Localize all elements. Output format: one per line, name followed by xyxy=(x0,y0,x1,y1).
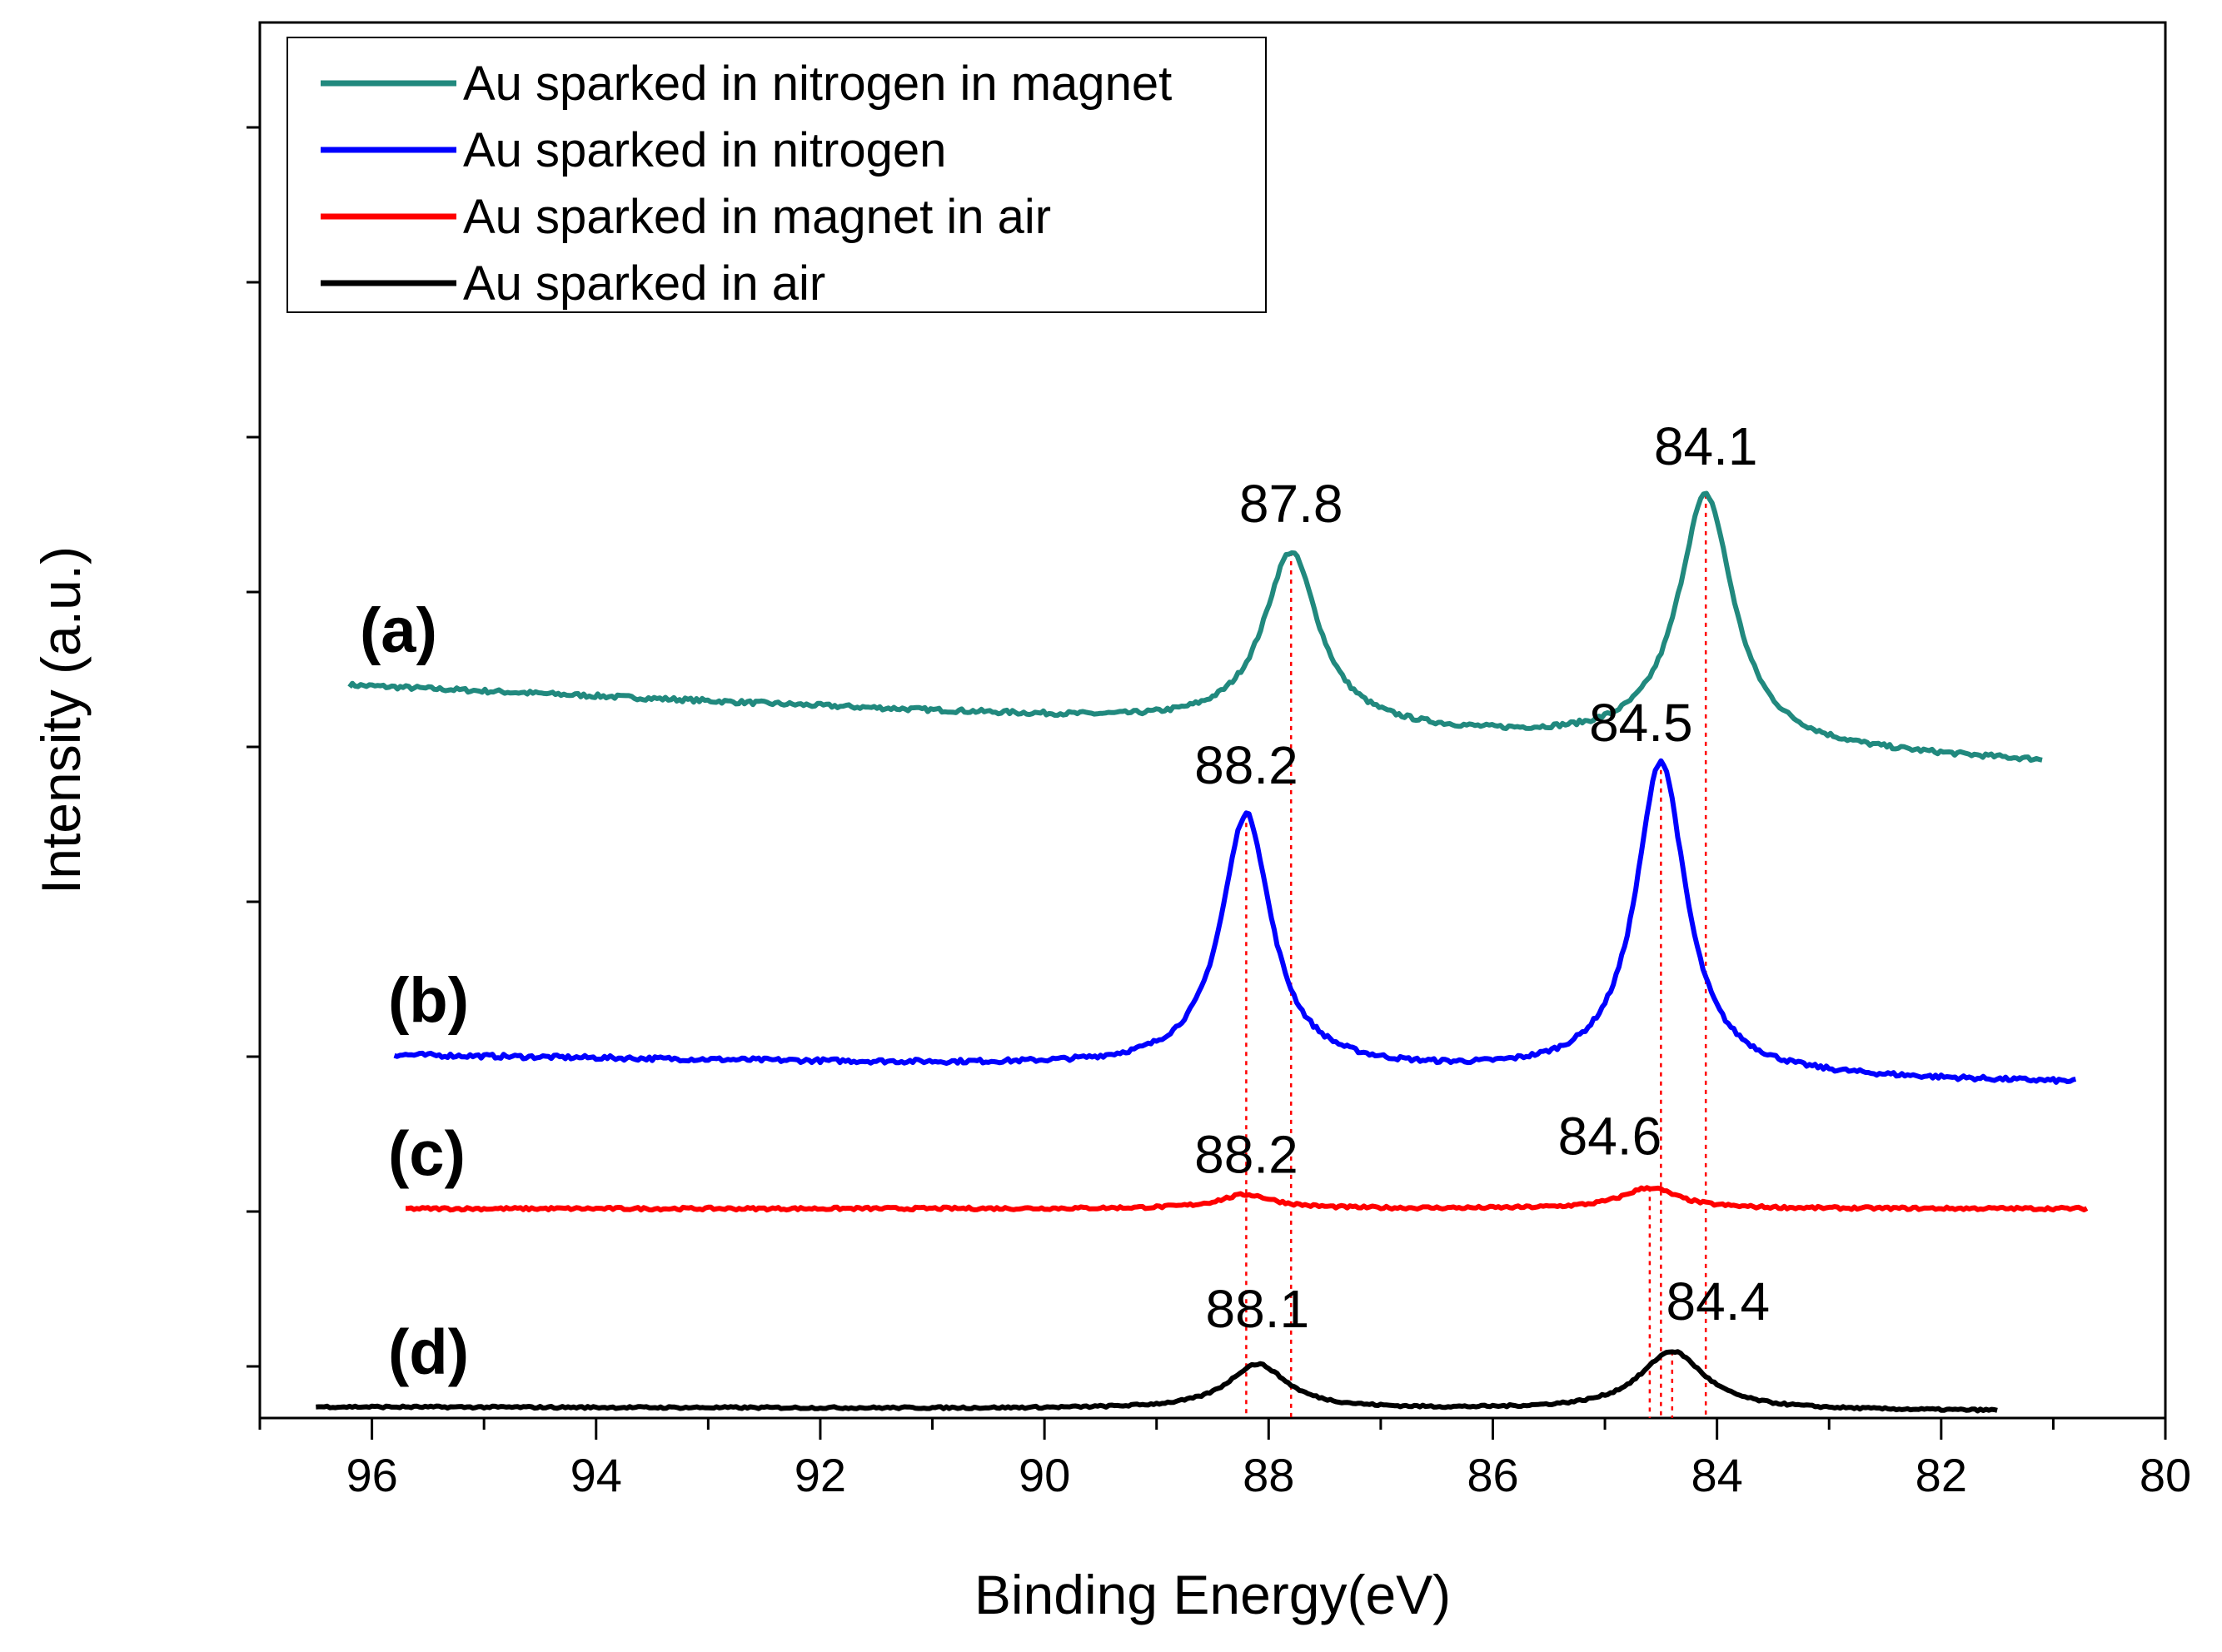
x-tick-label: 80 xyxy=(2140,1449,2191,1501)
x-tick-label: 96 xyxy=(346,1449,397,1501)
x-tick-label: 84 xyxy=(1691,1449,1742,1501)
plot-frame xyxy=(258,21,2167,1420)
x-axis-title: Binding Energy(eV) xyxy=(974,1564,1451,1625)
peak-labels: 87.8 84.1 88.2 84.5 88.2 84.6 88.1 84.4 xyxy=(1194,416,1770,1339)
x-tick-label: 86 xyxy=(1467,1449,1518,1501)
peak-label: 84.1 xyxy=(1654,416,1758,476)
legend: Au sparked in nitrogen in magnet Au spark… xyxy=(286,37,1267,313)
legend-label: Au sparked in nitrogen in magnet xyxy=(463,57,1172,111)
series-line-b xyxy=(393,758,2077,1085)
peak-label: 88.2 xyxy=(1194,735,1298,795)
series-layer xyxy=(316,490,2089,1414)
peak-label: 84.6 xyxy=(1558,1106,1662,1166)
peak-label: 88.2 xyxy=(1194,1125,1298,1185)
curve-label: (b) xyxy=(388,965,469,1036)
axes: 96 94 92 90 88 86 84 82 80 Binding Energy(eV) Inte… xyxy=(30,126,2191,1625)
legend-label: Au sparked in nitrogen xyxy=(463,123,946,177)
series-line-d xyxy=(316,1349,1998,1414)
series-line-c xyxy=(406,1185,2089,1213)
reference-lines xyxy=(1245,494,1707,1418)
peak-label: 84.4 xyxy=(1666,1271,1771,1331)
peak-label: 87.8 xyxy=(1239,474,1343,534)
x-tick-label: 88 xyxy=(1243,1449,1294,1501)
peak-label: 84.5 xyxy=(1589,693,1693,753)
plot-area xyxy=(258,21,2167,1420)
legend-label: Au sparked in magnet in air xyxy=(463,190,1051,244)
x-tick-label: 90 xyxy=(1019,1449,1070,1501)
peak-label: 88.1 xyxy=(1206,1279,1310,1339)
legend-label: Au sparked in air xyxy=(463,256,825,311)
x-tick-label: 92 xyxy=(795,1449,846,1501)
x-tick-label: 82 xyxy=(1916,1449,1967,1501)
series-line-a xyxy=(347,490,2043,764)
curve-label: (d) xyxy=(388,1317,469,1388)
curve-label: (c) xyxy=(388,1119,466,1190)
curve-label: (a) xyxy=(360,595,437,666)
y-axis-title: Intensity (a.u.) xyxy=(30,546,92,894)
x-tick-label: 94 xyxy=(570,1449,622,1501)
curve-labels: (a) (b) (c) (d) xyxy=(360,595,469,1387)
